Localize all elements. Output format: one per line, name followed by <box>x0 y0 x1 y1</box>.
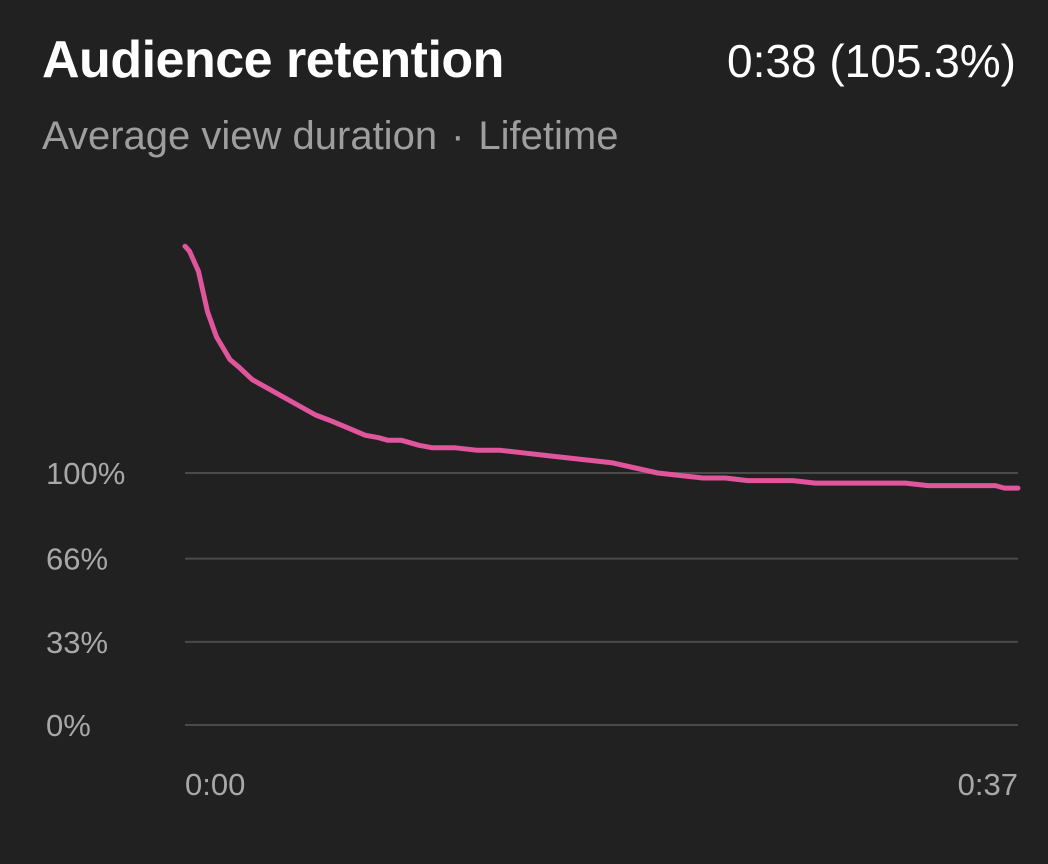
y-tick-label: 0% <box>46 708 91 743</box>
subtitle-separator: · <box>451 114 465 158</box>
subtitle-period-label: Lifetime <box>478 114 619 158</box>
chart-subtitle: Average view duration · Lifetime <box>42 114 618 159</box>
y-tick-label: 33% <box>46 625 108 660</box>
chart-title: Audience retention <box>42 31 504 89</box>
x-tick-label: 0:00 <box>185 767 245 802</box>
y-tick-label: 66% <box>46 542 108 577</box>
y-tick-label: 100% <box>46 456 125 491</box>
subtitle-metric-label: Average view duration <box>42 114 438 158</box>
retention-line <box>182 243 1021 491</box>
average-view-metric: 0:38 (105.3%) <box>727 35 1016 87</box>
x-tick-label: 0:37 <box>958 767 1018 802</box>
